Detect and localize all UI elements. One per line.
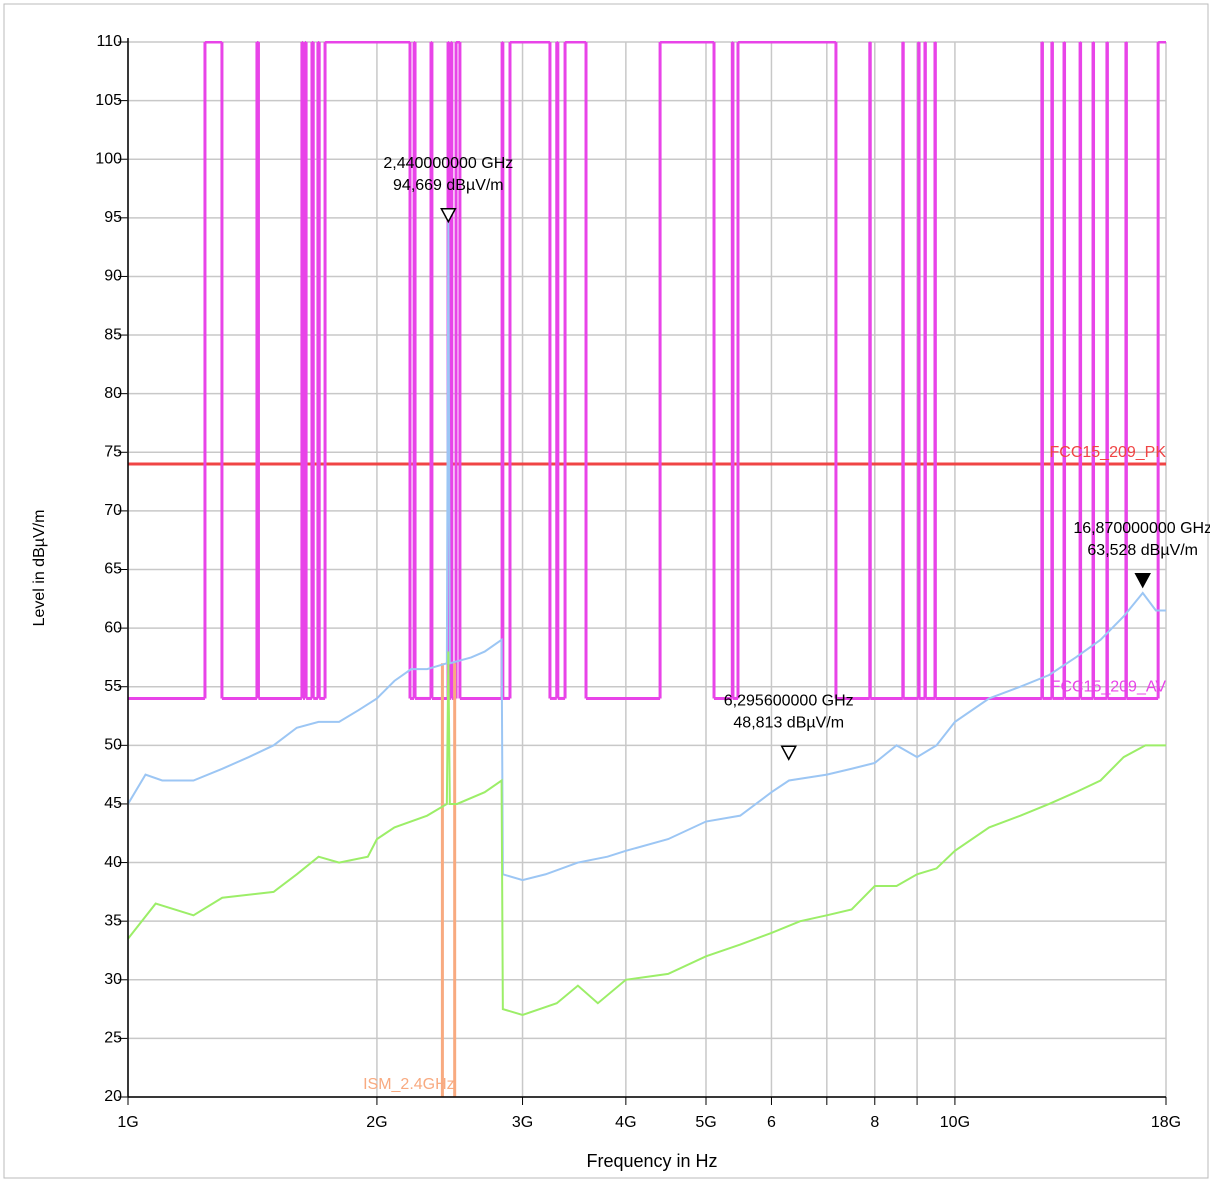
y-tick-label: 110 [96, 33, 122, 50]
y-tick-label: 75 [104, 443, 122, 460]
marker-label: 63,528 dBµV/m [1087, 542, 1198, 559]
x-tick-label: 5G [695, 1114, 716, 1131]
y-tick-label: 70 [104, 502, 122, 519]
y-tick-label: 85 [104, 326, 122, 343]
y-tick-label: 65 [104, 561, 122, 578]
trace [128, 651, 1166, 1016]
y-tick-label: 80 [104, 385, 122, 402]
marker [780, 745, 797, 761]
plot-area [128, 41, 1166, 1097]
marker-label: 16,870000000 GHz [1073, 520, 1210, 537]
marker [1134, 573, 1151, 589]
y-tick-label: 30 [104, 971, 122, 988]
x-tick-label: 10G [940, 1114, 970, 1131]
y-tick-label: 35 [104, 912, 122, 929]
frame [3, 3, 1209, 1179]
y-tick-label: 105 [95, 92, 122, 109]
y-tick-label: 55 [104, 678, 122, 695]
y-tick-label: 40 [104, 854, 122, 871]
limit-label: FCC15_209_PK [1049, 444, 1166, 461]
x-tick-label: 3G [512, 1114, 533, 1131]
trace [128, 221, 1166, 882]
x-tick-label: 18G [1151, 1114, 1181, 1131]
limit-label: FCC15_209_AV [1051, 679, 1167, 696]
marker-label: 94,669 dBµV/m [393, 177, 504, 194]
y-tick-label: 95 [104, 209, 122, 226]
y-tick-label: 45 [104, 795, 122, 812]
x-tick-label: 6 [767, 1114, 776, 1131]
x-axis-label: Frequency in Hz [586, 1151, 717, 1171]
y-tick-label: 25 [104, 1030, 122, 1047]
x-tick-label: 1G [117, 1114, 138, 1131]
x-tick-label: 8 [870, 1114, 879, 1131]
marker-label: 48,813 dBµV/m [733, 714, 844, 731]
y-tick-label: 100 [95, 150, 122, 167]
marker [440, 207, 457, 224]
y-tick-label: 20 [104, 1088, 122, 1105]
band-label: ISM_2.4GHz [363, 1076, 455, 1093]
marker-label: 6,295600000 GHz [724, 692, 854, 709]
y-tick-label: 60 [104, 619, 122, 636]
y-tick-label: 90 [104, 268, 122, 285]
y-tick-label: 50 [104, 737, 122, 754]
x-tick-label: 4G [615, 1114, 636, 1131]
marker-label: 2,440000000 GHz [383, 155, 513, 172]
y-axis-label: Level in dBµV/m [31, 510, 48, 627]
x-tick-label: 2G [366, 1114, 387, 1131]
